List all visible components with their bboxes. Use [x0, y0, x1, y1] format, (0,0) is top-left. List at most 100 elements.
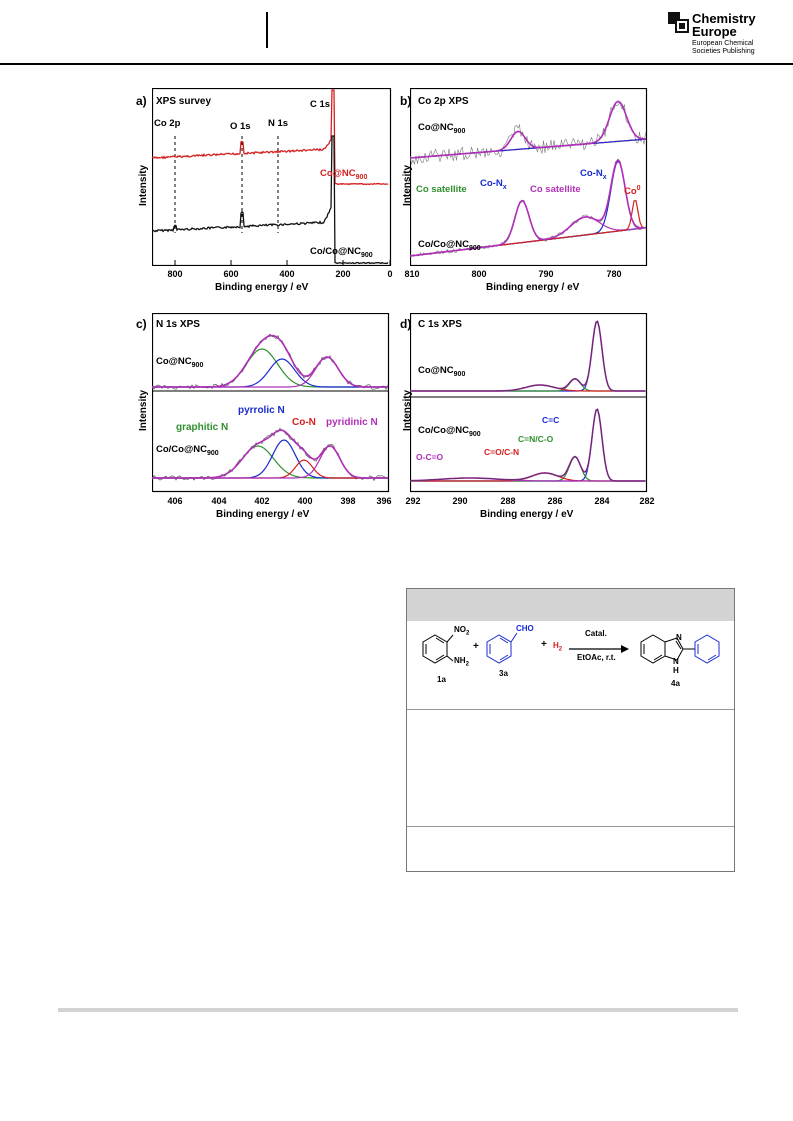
tick-a-600: 600	[223, 269, 239, 279]
panel-a-ylabel: Intensity	[138, 164, 149, 206]
cob-fit-group	[410, 100, 647, 257]
compound-3a-ring	[486, 632, 518, 664]
page-header: Chemistry Europe European Chemical Socie…	[0, 0, 793, 70]
ann-c1s: C 1s	[310, 99, 331, 110]
tick-d-288: 288	[500, 496, 516, 506]
survey-red-line	[152, 89, 389, 186]
compound-4a	[640, 634, 695, 664]
compound-1a-ring	[422, 634, 454, 664]
panel-b: b) Co 2p XPS Intensity Co@NC900 Co/Co@NC…	[398, 88, 658, 310]
tick-c-406: 406	[167, 496, 183, 506]
panel-c-plot	[152, 313, 390, 493]
panel-a-plot	[152, 88, 392, 266]
label-cococ900-b: Co/Co@NC900	[418, 239, 481, 252]
panel-a-title: XPS survey	[156, 96, 212, 107]
survey-black-line	[152, 135, 389, 265]
h2-label: H2	[553, 641, 563, 653]
no2-label: NO2	[454, 625, 470, 637]
plus-1: +	[473, 641, 479, 652]
label-conc900-c: Co@NC900	[156, 356, 204, 369]
header-rule	[0, 63, 793, 65]
tick-d-286: 286	[547, 496, 563, 506]
compound-3a-label: 3a	[499, 669, 508, 678]
ann-c-eq-n: C=N/C-O	[518, 434, 554, 444]
footer-rule	[58, 1008, 738, 1012]
tick-b-800: 800	[471, 269, 487, 279]
tick-c-400: 400	[297, 496, 313, 506]
n1s-fit-group	[152, 333, 389, 482]
ann-c-eq-o: C=O/C-N	[484, 447, 520, 457]
panel-d-xlabel: Binding energy / eV	[480, 509, 574, 520]
tick-d-284: 284	[594, 496, 610, 506]
panel-c-xlabel: Binding energy / eV	[216, 509, 310, 520]
nh2-label: NH2	[454, 656, 469, 668]
tick-d-290: 290	[452, 496, 468, 506]
panel-a-tick-marks	[174, 260, 391, 265]
cho-label: CHO	[516, 624, 534, 633]
c1s-fit-group	[410, 320, 646, 482]
tick-b-810: 810	[404, 269, 420, 279]
ann-co2p: Co 2p	[154, 118, 181, 129]
reaction-scheme	[422, 632, 720, 664]
arrow-head-icon	[621, 645, 629, 653]
tick-a-400: 400	[279, 269, 295, 279]
logo-text-line1: Chemistry	[692, 11, 756, 26]
ann-n1s: N 1s	[268, 118, 289, 129]
compound-1a-label: 1a	[437, 675, 446, 684]
ann-pyrrolic-n: pyrrolic N	[238, 405, 285, 416]
tick-a-0: 0	[387, 269, 393, 279]
ann-co-nx-left: Co-Nx	[480, 178, 507, 191]
panel-d-title: C 1s XPS	[418, 319, 462, 330]
ann-graphitic-n: graphitic N	[176, 422, 229, 433]
logo-subtext-line2: Societies Publishing	[692, 48, 755, 55]
tick-d-282: 282	[639, 496, 655, 506]
ann-c-eq-c: C=C	[542, 415, 560, 425]
conditions-label: EtOAc, r.t.	[577, 653, 616, 662]
logo-subtext-line1: European Chemical	[692, 40, 754, 47]
ann-pyridinic-n: pyridinic N	[326, 417, 378, 428]
panel-c-ylabel: Intensity	[138, 389, 149, 431]
compound-4a-label: 4a	[671, 679, 680, 688]
panel-d-plot	[410, 313, 648, 493]
panel-b-title: Co 2p XPS	[418, 96, 469, 107]
panel-c-title: N 1s XPS	[156, 319, 200, 330]
header-divider	[266, 12, 268, 48]
tick-c-402: 402	[254, 496, 270, 506]
catal-label: Catal.	[585, 629, 607, 638]
tick-a-200: 200	[335, 269, 351, 279]
tick-d-292: 292	[405, 496, 421, 506]
panel-b-xlabel: Binding energy / eV	[486, 282, 580, 293]
panel-a-label: a)	[136, 94, 147, 108]
ann-co-n: Co-N	[292, 417, 316, 428]
ann-o1s: O 1s	[230, 121, 251, 132]
table-rule-2	[407, 826, 734, 827]
tick-b-790: 790	[538, 269, 554, 279]
tick-c-396: 396	[376, 496, 392, 506]
chemistry-europe-logo-icon	[668, 12, 689, 33]
logo-text-line2: Europe	[692, 24, 737, 39]
ann-co0: Co0	[624, 185, 641, 198]
reaction-table: NO2 NH2 + CHO + H2 Catal. EtOAc, r.t. N …	[406, 588, 735, 872]
ring-n-top: N	[676, 633, 682, 642]
panel-b-plot	[410, 88, 648, 266]
panel-a: a) XPS survey Intensity Co 2p O 1s N 1s …	[130, 88, 400, 310]
table-rule-1	[407, 709, 734, 710]
label-cococ900-d: Co/Co@NC900	[418, 425, 481, 438]
ann-co-nx-right: Co-Nx	[580, 168, 607, 181]
panel-c: c) N 1s XPS Intensity Co@NC900 Co/Co@NC9…	[130, 313, 400, 535]
ann-o-c-eq-o: O-C=O	[416, 452, 444, 462]
panel-b-label: b)	[400, 94, 412, 108]
panel-d: d) C 1s XPS Intensity Co@NC900 Co/Co@NC9…	[398, 313, 658, 535]
tick-b-780: 780	[606, 269, 622, 279]
panel-c-label: c)	[136, 317, 147, 331]
panel-a-frame	[152, 88, 392, 266]
compound-4a-phenyl	[694, 634, 720, 664]
label-conc900-d: Co@NC900	[418, 365, 466, 378]
ann-co-satellite-magenta: Co satellite	[530, 184, 581, 195]
label-cococ900-c: Co/Co@NC900	[156, 444, 219, 457]
plus-2: +	[541, 639, 547, 650]
label-conc900-b: Co@NC900	[418, 122, 466, 135]
ann-co-satellite-green: Co satellite	[416, 184, 467, 195]
label-cococ900-a: Co/Co@NC900	[310, 246, 373, 259]
